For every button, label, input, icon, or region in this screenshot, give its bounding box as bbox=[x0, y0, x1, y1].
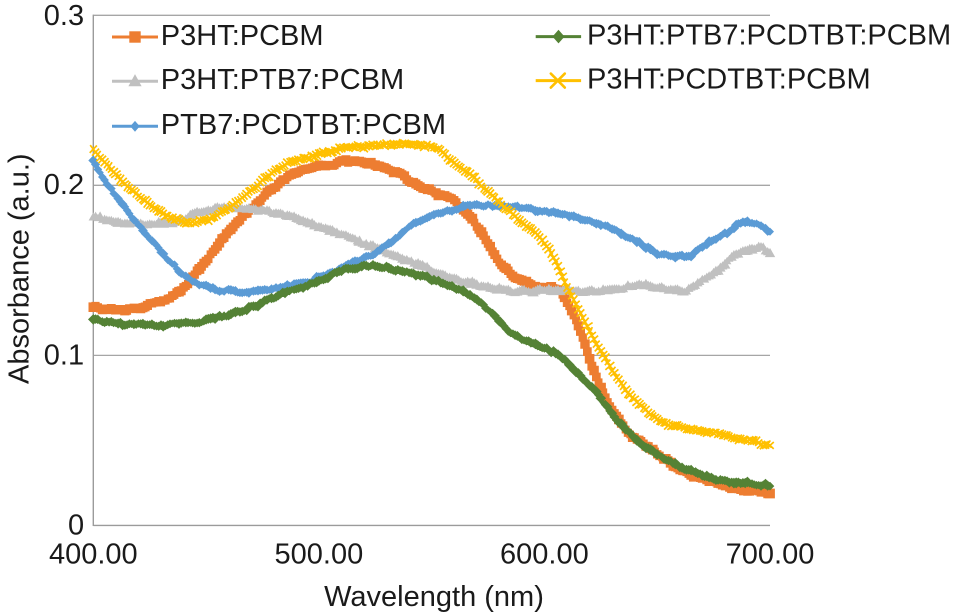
svg-text:0.2: 0.2 bbox=[44, 169, 84, 201]
svg-text:Absorbance (a.u.): Absorbance (a.u.) bbox=[4, 153, 36, 384]
svg-text:0: 0 bbox=[68, 509, 84, 541]
svg-text:400.00: 400.00 bbox=[49, 539, 138, 571]
svg-text:P3HT:PCBM: P3HT:PCBM bbox=[161, 20, 324, 52]
svg-text:0.3: 0.3 bbox=[44, 0, 84, 32]
svg-text:Wavelength (nm): Wavelength (nm) bbox=[324, 581, 544, 613]
svg-text:0.1: 0.1 bbox=[44, 339, 84, 371]
svg-text:P3HT:PTB7:PCDTBT:PCBM: P3HT:PTB7:PCDTBT:PCBM bbox=[587, 19, 951, 51]
svg-text:600.00: 600.00 bbox=[500, 539, 589, 571]
svg-text:P3HT:PTB7:PCBM: P3HT:PTB7:PCBM bbox=[161, 64, 404, 96]
svg-text:700.00: 700.00 bbox=[726, 539, 815, 571]
svg-text:500.00: 500.00 bbox=[275, 539, 364, 571]
svg-text:P3HT:PCDTBT:PCBM: P3HT:PCDTBT:PCBM bbox=[587, 63, 871, 95]
svg-text:PTB7:PCDTBT:PCBM: PTB7:PCDTBT:PCBM bbox=[161, 109, 446, 141]
